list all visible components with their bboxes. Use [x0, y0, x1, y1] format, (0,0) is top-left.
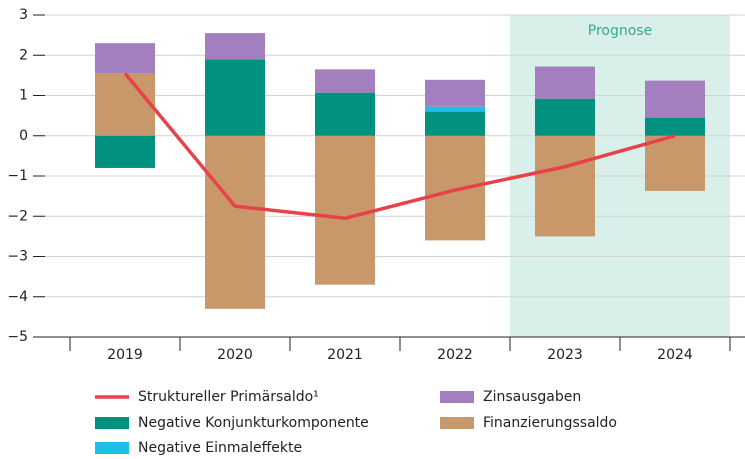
legend-label: Struktureller Primärsaldo¹: [138, 389, 319, 405]
bar-segment: [95, 73, 155, 136]
y-tick-label: −4: [7, 289, 28, 305]
y-tick-label: 1: [19, 88, 28, 104]
bar-segment: [535, 135, 595, 237]
y-tick-label: 0: [19, 128, 28, 144]
y-tick-label: 3: [19, 7, 28, 23]
y-tick-label: 2: [19, 47, 28, 63]
x-tick-label: 2019: [107, 347, 143, 363]
y-tick-label: −1: [7, 168, 28, 184]
bar-segment: [205, 33, 265, 60]
bar-segment: [645, 80, 705, 118]
bar-segment: [535, 66, 595, 99]
bar-segment: [205, 135, 265, 309]
y-tick-label: −2: [7, 208, 28, 224]
line-series: [123, 72, 676, 221]
legend-label: Finanzierungssaldo: [483, 415, 617, 431]
x-tick-label: 2022: [437, 347, 473, 363]
legend-label: Negative Einmaleffekte: [138, 440, 302, 456]
bar-segment: [205, 59, 265, 136]
x-tick-label: 2021: [327, 347, 363, 363]
y-tick-label: −3: [7, 249, 28, 265]
x-tick-label: 2020: [217, 347, 253, 363]
bar-segment: [315, 69, 375, 93]
bar-segment: [425, 135, 485, 241]
forecast-label: Prognose: [588, 23, 652, 39]
y-tick-label: −5: [7, 329, 28, 345]
bar-segment: [645, 135, 705, 191]
bar-segment: [425, 111, 485, 136]
legend-swatch: [95, 442, 129, 454]
legend-swatch: [95, 417, 129, 429]
bar-segment: [315, 92, 375, 136]
legend-label: Negative Konjunkturkomponente: [138, 415, 369, 431]
bar-segment: [95, 135, 155, 168]
bar-segment: [315, 135, 375, 285]
bar-segment: [95, 43, 155, 74]
x-tick-label: 2023: [547, 347, 583, 363]
legend-swatch: [440, 417, 474, 429]
bar-segment: [425, 106, 485, 112]
x-tick-label: 2024: [657, 347, 693, 363]
legend-label: Zinsausgaben: [483, 389, 581, 405]
legend-swatch: [440, 391, 474, 403]
bar-segment: [535, 98, 595, 136]
bar-segment: [425, 79, 485, 107]
bar-segment: [645, 117, 705, 136]
